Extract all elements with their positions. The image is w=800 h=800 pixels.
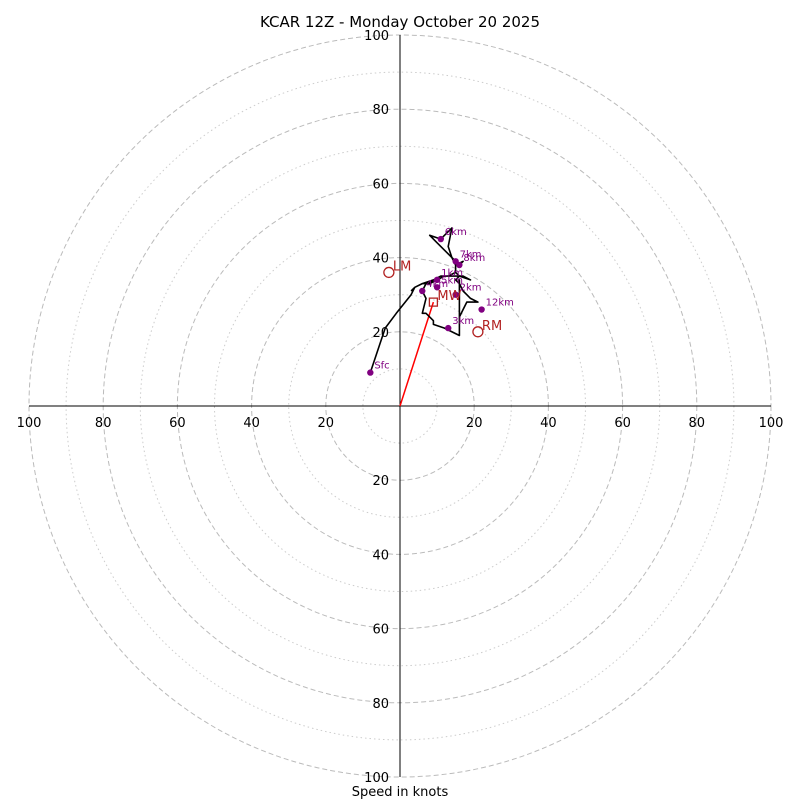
height-point-4km — [419, 287, 426, 295]
x-tick-label: 40 — [540, 416, 557, 431]
storm-motion-LM-label: LM — [393, 259, 411, 274]
storm-motions: LM RM MW — [383, 259, 502, 338]
y-tick-label-bottom: 20 — [372, 474, 389, 489]
storm-motion-MW-label: MW — [437, 289, 461, 304]
y-tick-label-top: 40 — [372, 252, 389, 267]
storm-vector-line — [399, 301, 435, 407]
y-tick-label-bottom: 40 — [372, 548, 389, 563]
chart-title: KCAR 12Z - Monday October 20 2025 — [260, 13, 540, 31]
x-tick-label: 80 — [689, 416, 706, 431]
y-tick-label-bottom: 80 — [372, 697, 389, 712]
x-tick-label: 100 — [759, 416, 784, 431]
height-label-5km: 5km — [441, 275, 463, 286]
x-tick-label: 60 — [169, 416, 186, 431]
storm-vector — [399, 301, 435, 407]
y-tick-label-bottom: 60 — [372, 623, 389, 638]
tick-labels: 100 80 60 40 20 20 40 60 80 100 20 20 40 40 60 60 80 80 10… — [17, 29, 784, 786]
hodograph-trace — [369, 227, 479, 373]
height-point-2km — [452, 291, 459, 298]
storm-motion-LM-marker — [383, 266, 395, 279]
height-point-1km — [433, 276, 441, 284]
storm-motion-RM-label: RM — [482, 319, 502, 334]
x-axis-label: Speed in knots — [352, 785, 449, 800]
x-tick-label: 60 — [614, 416, 631, 431]
height-label-3km: 3km — [452, 316, 474, 327]
y-tick-label-top: 100 — [364, 29, 389, 44]
y-tick-label-top: 60 — [372, 177, 389, 192]
storm-motion-RM-marker — [472, 326, 484, 338]
hodograph-line — [369, 227, 479, 373]
y-tick-label-bottom: 100 — [364, 771, 389, 786]
storm-motion-MW-marker — [428, 297, 439, 307]
height-label-2km: 2km — [460, 283, 482, 294]
height-point-8km — [456, 261, 463, 269]
height-label-8km: 8km — [463, 253, 485, 264]
y-tick-label-top: 80 — [372, 103, 389, 118]
height-label-7km: 7km — [460, 249, 482, 260]
height-point-5km — [433, 284, 441, 291]
x-tick-label: 20 — [318, 416, 335, 431]
height-point-12km — [478, 306, 485, 313]
height-label-6km: 6km — [445, 227, 467, 238]
height-label-12km: 12km — [486, 298, 514, 309]
height-label-Sfc: Sfc — [374, 361, 389, 372]
x-tick-label: 40 — [243, 416, 260, 431]
height-point-6km — [437, 235, 445, 243]
height-point-Sfc — [367, 369, 374, 376]
x-tick-label: 100 — [17, 416, 42, 431]
y-tick-label-top: 20 — [372, 326, 389, 341]
height-label-1km: 1km — [441, 268, 463, 279]
height-points: Sfc1km2km3km4km5km6km7km8km12km — [367, 227, 514, 376]
height-point-3km — [445, 324, 452, 332]
x-tick-label: 80 — [95, 416, 112, 431]
x-tick-label: 20 — [466, 416, 483, 431]
